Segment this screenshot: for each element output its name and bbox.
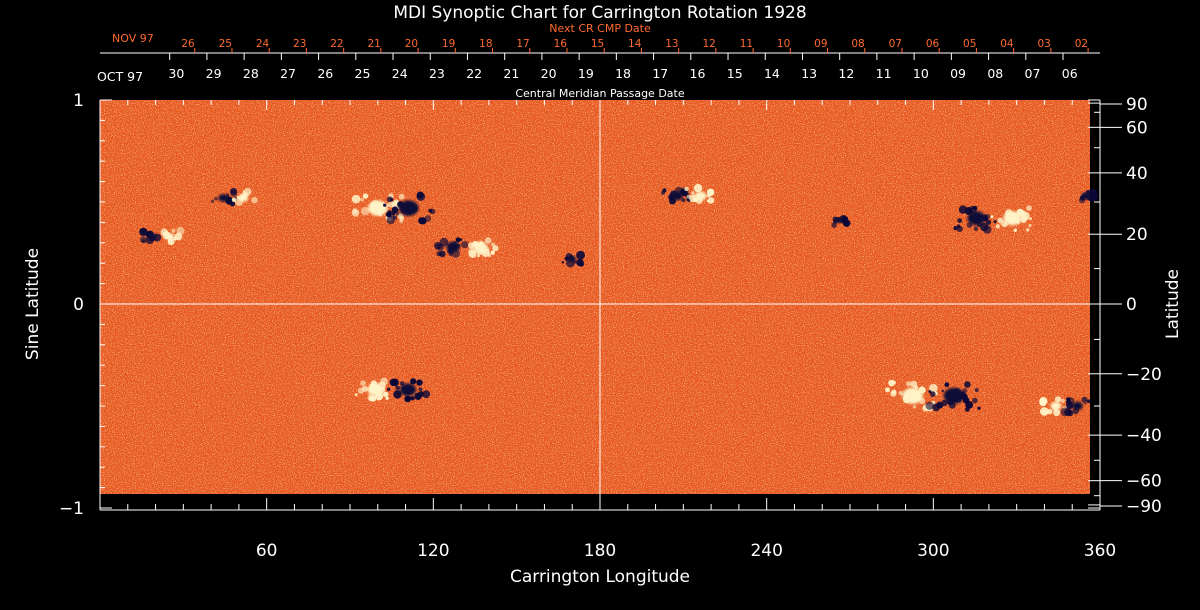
- x-tick-label-3: 240: [750, 541, 782, 561]
- chart-title: MDI Synoptic Chart for Carrington Rotati…: [393, 3, 806, 23]
- next-cr-date-24: 02: [1075, 38, 1088, 50]
- next-cr-month-label: NOV 97: [112, 32, 154, 45]
- next-cr-date-14: 12: [702, 38, 715, 50]
- x-tick-label-5: 360: [1084, 541, 1116, 561]
- cmp-ticks: [169, 53, 1064, 60]
- next-cr-date-10: 16: [554, 38, 568, 50]
- next-cr-date-16: 10: [777, 38, 790, 50]
- y-right-tick-label-4: 0: [1126, 295, 1137, 315]
- y-right-tick-label-8: −90: [1126, 497, 1162, 517]
- active-region-10: [885, 379, 981, 412]
- y-left-axis-ticks: 1 0 −1: [59, 91, 112, 519]
- y-right-tick-label-7: −60: [1126, 472, 1162, 492]
- cmp-date-21: 09: [950, 66, 966, 81]
- y-left-tick-label-0: 1: [73, 91, 84, 111]
- active-region-7: [953, 205, 1032, 234]
- x-tick-label-0: 60: [256, 541, 278, 561]
- next-cr-date-23: 03: [1037, 38, 1050, 50]
- cmp-date-2: 28: [243, 66, 259, 81]
- active-region-6: [831, 215, 851, 228]
- y-right-tick-label-6: −40: [1126, 426, 1162, 446]
- next-cr-date-21: 05: [963, 38, 976, 50]
- next-cr-date-1: 25: [219, 38, 232, 50]
- cmp-date-1: 29: [206, 66, 222, 81]
- x-axis-ticks: 60 120 180 240 300 360: [99, 100, 1116, 561]
- cmp-date-0: 30: [168, 66, 184, 81]
- x-tick-label-2: 180: [584, 541, 616, 561]
- y-left-axis-label: Sine Latitude: [23, 248, 43, 360]
- cmp-date-12: 18: [615, 66, 631, 81]
- cmp-date-20: 10: [913, 66, 929, 81]
- next-cr-date-13: 13: [665, 38, 678, 50]
- active-region-5: [661, 183, 715, 205]
- y-left-tick-label-2: −1: [59, 499, 84, 519]
- next-cr-date-20: 06: [926, 38, 940, 50]
- active-region-4: [561, 250, 585, 268]
- next-cr-date-18: 08: [851, 38, 864, 50]
- active-region-0: [139, 226, 185, 246]
- next-cr-date-4: 22: [330, 38, 343, 50]
- next-cr-date-17: 09: [814, 38, 827, 50]
- next-cr-date-8: 18: [479, 38, 492, 50]
- cmp-date-4: 26: [317, 66, 333, 81]
- active-region-3: [434, 237, 499, 258]
- next-cr-date-22: 04: [1000, 38, 1014, 50]
- cmp-date-3: 27: [280, 66, 296, 81]
- cmp-date-24: 06: [1062, 66, 1078, 81]
- cmp-date-14: 16: [690, 66, 706, 81]
- y-left-tick-label-1: 0: [73, 295, 84, 315]
- next-cr-date-0: 26: [181, 38, 195, 50]
- next-cr-date-15: 11: [740, 38, 753, 50]
- active-region-2: [351, 191, 436, 225]
- y-right-axis-label: Latitude: [1163, 269, 1183, 339]
- y-right-tick-label-2: 40: [1126, 164, 1148, 184]
- cmp-month-label: OCT 97: [97, 69, 143, 84]
- next-cr-axis-label: Next CR CMP Date: [549, 22, 651, 35]
- cmp-date-17: 13: [801, 66, 817, 81]
- active-region-9: [354, 377, 431, 403]
- cmp-axis-label: Central Meridian Passage Date: [515, 87, 684, 100]
- active-region-11: [1039, 396, 1091, 417]
- next-cr-date-9: 17: [516, 38, 529, 50]
- y-right-axis-ticks: 90 60 40 20 0 −20 −40 −60 −90: [1088, 95, 1162, 517]
- cmp-date-19: 11: [876, 66, 892, 81]
- x-tick-label-1: 120: [417, 541, 449, 561]
- cmp-date-23: 07: [1025, 66, 1041, 81]
- cmp-date-16: 14: [764, 66, 780, 81]
- cmp-date-8: 22: [466, 66, 482, 81]
- next-cr-date-19: 07: [889, 38, 902, 50]
- next-cr-date-12: 14: [628, 38, 642, 50]
- next-cr-date-6: 20: [405, 38, 418, 50]
- cmp-date-9: 21: [503, 66, 519, 81]
- next-cr-ticks: [194, 48, 1089, 53]
- cmp-date-labels: 30 29 28 27 26 25 24 23 22 21 20 19 18 17 16 15 14 13 12 11…: [168, 66, 1077, 81]
- cmp-date-6: 24: [392, 66, 408, 81]
- next-cr-date-2: 24: [256, 38, 270, 50]
- cmp-date-7: 23: [429, 66, 445, 81]
- next-cr-date-5: 21: [367, 38, 380, 50]
- y-right-tick-label-3: 20: [1126, 225, 1148, 245]
- magnetogram-texture-dark: [100, 100, 1090, 494]
- cmp-date-11: 19: [578, 66, 594, 81]
- cmp-date-5: 25: [355, 66, 371, 81]
- active-region-8: [1078, 188, 1099, 204]
- x-axis-label: Carrington Longitude: [510, 567, 690, 587]
- y-right-tick-label-5: −20: [1126, 365, 1162, 385]
- cmp-date-13: 17: [652, 66, 668, 81]
- y-right-tick-label-1: 60: [1126, 118, 1148, 138]
- next-cr-date-11: 15: [591, 38, 604, 50]
- active-region-1: [211, 187, 258, 207]
- active-regions: [139, 183, 1099, 417]
- y-right-tick-label-0: 90: [1126, 95, 1148, 115]
- cmp-date-10: 20: [541, 66, 557, 81]
- next-cr-date-7: 19: [442, 38, 455, 50]
- next-cr-date-3: 23: [293, 38, 306, 50]
- cmp-date-18: 12: [838, 66, 854, 81]
- cmp-date-15: 15: [727, 66, 743, 81]
- cmp-date-22: 08: [987, 66, 1003, 81]
- next-cr-date-labels: 26 25 24 23 22 21 20 19 18 17 16 15 14 13 12 11 10 09 08 07…: [181, 38, 1088, 50]
- x-tick-label-4: 300: [917, 541, 949, 561]
